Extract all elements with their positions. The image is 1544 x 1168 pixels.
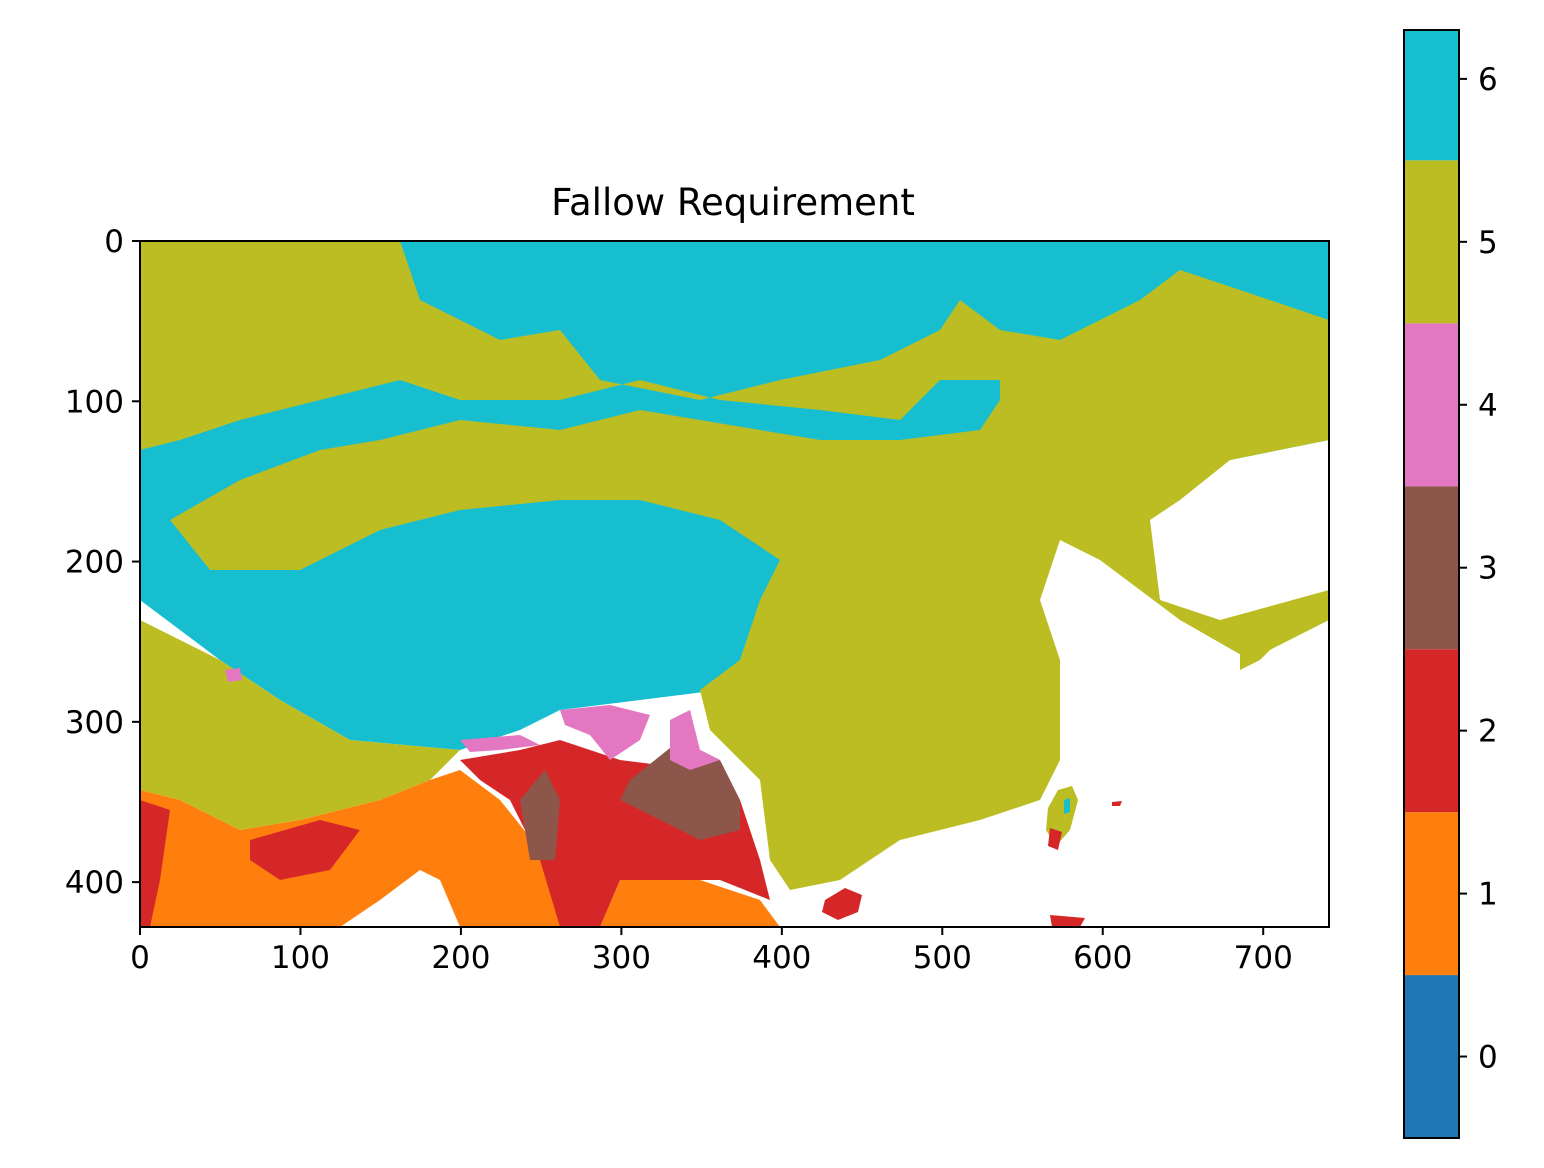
colorbar-tick-label: 6 — [1478, 62, 1498, 98]
region-value-1 — [140, 770, 560, 927]
x-tick-label: 100 — [271, 940, 330, 976]
y-tick-label: 100 — [65, 384, 124, 420]
colorbar-segment-5 — [1404, 160, 1459, 324]
y-tick-label: 400 — [65, 865, 124, 901]
heatmap-image — [140, 241, 1329, 927]
colorbar-segment-2 — [1404, 649, 1459, 813]
region-value-5 — [1240, 590, 1329, 670]
x-tick-label: 200 — [431, 940, 490, 976]
region-value-2 — [140, 800, 360, 927]
colorbar-segment-1 — [1404, 812, 1459, 976]
x-tick-label: 300 — [592, 940, 651, 976]
colorbar-segment-6 — [1404, 30, 1459, 161]
colorbar-tick-label: 2 — [1478, 714, 1498, 750]
region-value-5 — [140, 620, 460, 830]
x-tick-label: 400 — [752, 940, 811, 976]
colorbar-segment-0 — [1404, 975, 1459, 1138]
region-value-1 — [600, 880, 780, 927]
colorbar: 0 1 2 3 4 5 6 — [1403, 29, 1498, 1139]
colorbar-tick-label: 3 — [1478, 551, 1498, 587]
region-value-2 — [822, 888, 862, 920]
x-tick-label: 700 — [1234, 940, 1293, 976]
colorbar-tick-label: 1 — [1478, 877, 1498, 913]
region-value-5 — [140, 241, 1329, 890]
colorbar-segment-4 — [1404, 323, 1459, 487]
colorbar-tick-label: 5 — [1478, 225, 1498, 261]
x-axis: 0 100 200 300 400 500 600 700 — [130, 927, 1293, 976]
y-tick-label: 200 — [65, 545, 124, 581]
colorbar-tick-label: 0 — [1478, 1040, 1498, 1076]
region-value-2 — [1048, 828, 1062, 850]
colorbar-frame — [1403, 29, 1460, 1139]
region-value-4 — [225, 668, 720, 770]
colorbar-segment-3 — [1404, 486, 1459, 650]
y-axis: 0 100 200 300 400 — [65, 224, 140, 901]
x-tick-label: 0 — [130, 940, 150, 976]
plot-frame — [139, 240, 1330, 928]
x-tick-label: 500 — [913, 940, 972, 976]
x-tick-label: 600 — [1073, 940, 1132, 976]
region-value-6 — [1064, 798, 1070, 814]
chart-title: Fallow Requirement — [551, 181, 915, 224]
y-tick-label: 300 — [65, 705, 124, 741]
colorbar-tick-label: 4 — [1478, 388, 1498, 424]
region-value-3 — [520, 740, 740, 860]
y-tick-label: 0 — [104, 224, 124, 260]
